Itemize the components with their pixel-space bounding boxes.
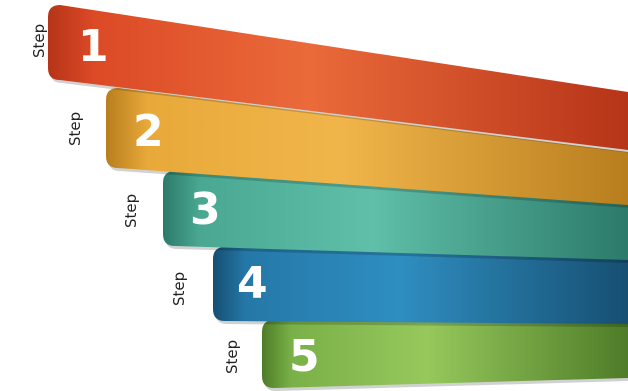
step-4-label: Step: [170, 271, 188, 306]
step-1-band: [48, 5, 628, 150]
step-1-label: Step: [30, 23, 48, 58]
step-3-band: [163, 171, 628, 260]
step-1-number: 1: [78, 21, 109, 72]
step-2-number: 2: [133, 106, 164, 157]
step-5-number: 5: [289, 331, 320, 382]
step-3-number: 3: [190, 184, 221, 235]
step-2-band: [106, 88, 628, 205]
step-4-band: [213, 247, 628, 324]
step-3-label: Step: [122, 193, 140, 228]
step-4-number: 4: [237, 258, 268, 309]
step-5-label: Step: [223, 339, 241, 374]
step-2-label: Step: [66, 111, 84, 146]
step-5-band: [262, 318, 628, 388]
